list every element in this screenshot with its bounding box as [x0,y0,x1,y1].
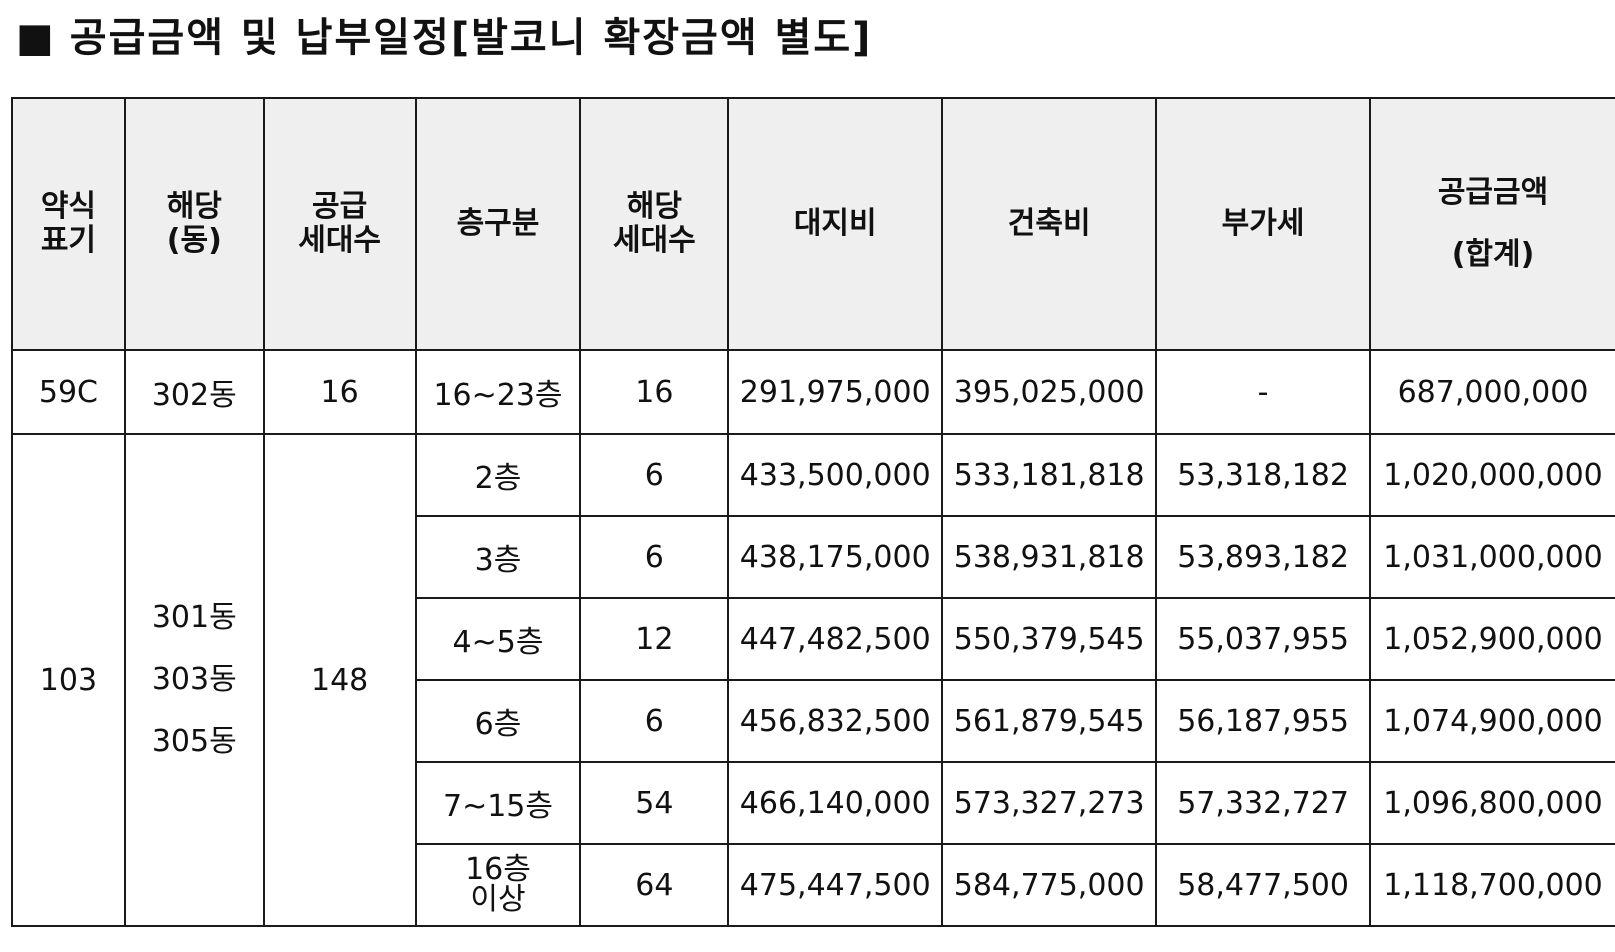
cell-total: 1,096,800,000 [1369,761,1615,845]
cell-building-cost: 533,181,818 [941,433,1158,517]
cell-vat: 57,332,727 [1155,761,1372,845]
cell-units: 12 [579,597,730,681]
cell-land-cost: 433,500,000 [727,433,944,517]
cell-floor: 2층 [414,433,582,517]
header-type: 약식 표기 [11,97,126,351]
cell-vat: 56,187,955 [1155,679,1372,763]
cell-floor: 3층 [414,515,582,599]
cell-total: 1,118,700,000 [1369,843,1615,927]
cell-building-cost: 538,931,818 [941,515,1158,599]
cell-total: 1,031,000,000 [1369,515,1615,599]
cell-land-cost: 456,832,500 [727,679,944,763]
cell-dong: 302동 [123,349,265,435]
cell-land-cost: 447,482,500 [727,597,944,681]
cell-vat: 58,477,500 [1155,843,1372,927]
cell-building-cost: 573,327,273 [941,761,1158,845]
table-row: 16층 이상 64 475,447,500 584,775,000 58,477,… [12,843,1615,927]
header-floor: 층구분 [414,97,582,351]
cell-total: 1,074,900,000 [1369,679,1615,763]
cell-land-cost: 291,975,000 [727,349,944,435]
cell-units: 64 [579,843,730,927]
cell-floor: 7~15층 [414,761,582,845]
cell-units: 6 [579,679,730,763]
cell-units: 6 [579,433,730,517]
cell-units: 54 [579,761,730,845]
page-title: ■ 공급금액 및 납부일정[발코니 확장금액 별도] [16,6,872,70]
cell-type: 59C [11,349,126,435]
table-row: 6층 6 456,832,500 561,879,545 56,187,955 … [12,679,1615,763]
header-building-cost: 건축비 [941,97,1158,351]
cell-vat: 55,037,955 [1155,597,1372,681]
cell-vat: 53,893,182 [1155,515,1372,599]
cell-units: 6 [579,515,730,599]
cell-supply-units: 148 [262,433,417,927]
table-row: 103 301동 303동 305동 148 2층 6 433,500,000 53… [11,433,1615,927]
cell-floor: 4~5층 [414,597,582,681]
cell-floor: 6층 [414,679,582,763]
cell-total: 1,020,000,000 [1369,433,1615,517]
cell-type: 103 [11,433,126,927]
cell-floor: 16층 이상 [414,843,582,927]
cell-land-cost: 475,447,500 [727,843,944,927]
cell-total: 1,052,900,000 [1369,597,1615,681]
table-row: 7~15층 54 466,140,000 573,327,273 57,332,… [12,761,1615,845]
title-text: 공급금액 및 납부일정[발코니 확장금액 별도] [69,15,873,61]
cell-floor: 16~23층 [414,349,582,435]
header-total: 공급금액 (합계) [1369,97,1615,351]
header-supply-units: 공급 세대수 [262,97,417,351]
cell-land-cost: 466,140,000 [727,761,944,845]
cell-building-cost: 584,775,000 [941,843,1158,927]
table-row: 3층 6 438,175,000 538,931,818 53,893,182 … [12,515,1615,599]
title-square-mark: ■ [16,15,56,61]
cell-dong-list: 301동 303동 305동 [123,433,265,927]
cell-vat: 53,318,182 [1155,433,1372,517]
supply-price-table: 약식 표기 해당 (동) 공급 세대수 층구분 해당 세대수 대지비 건축비 부가세 공… [11,97,1615,927]
cell-supply-units: 16 [262,349,417,435]
cell-land-cost: 438,175,000 [727,515,944,599]
table-row: 59C 302동 16 16~23층 16 291,975,000 395,02… [11,349,1615,435]
header-land-cost: 대지비 [727,97,944,351]
cell-building-cost: 550,379,545 [941,597,1158,681]
table-row: 4~5층 12 447,482,500 550,379,545 55,037,9… [12,597,1615,681]
cell-building-cost: 561,879,545 [941,679,1158,763]
cell-units: 16 [579,349,730,435]
header-vat: 부가세 [1155,97,1372,351]
cell-building-cost: 395,025,000 [941,349,1158,435]
header-units: 해당 세대수 [579,97,730,351]
cell-vat: - [1155,349,1372,435]
header-row: 약식 표기 해당 (동) 공급 세대수 층구분 해당 세대수 대지비 건축비 부가세 공… [11,97,1615,351]
cell-total: 687,000,000 [1369,349,1615,435]
header-dong: 해당 (동) [123,97,265,351]
